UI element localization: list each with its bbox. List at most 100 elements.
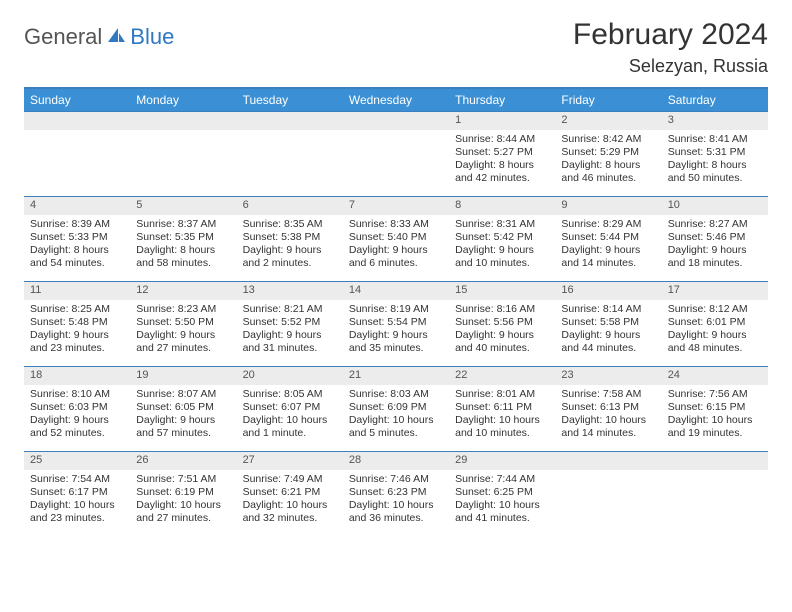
day-number: 9 [555,197,661,215]
dayhead-thu: Thursday [449,89,555,111]
daylight-line-label: Daylight: [243,414,284,426]
sunrise-line-value: 8:33 AM [390,218,429,230]
sunrise-line-value: 8:37 AM [178,218,217,230]
daylight-line: Daylight: 9 hours and 40 minutes. [455,329,549,355]
sunset-line-value: 6:23 PM [387,486,426,498]
sunrise-line-value: 7:46 AM [390,473,429,485]
sunset-line-label: Sunset: [30,401,66,413]
day-cell: 15Sunrise: 8:16 AMSunset: 5:56 PMDayligh… [449,282,555,366]
sunset-line-value: 6:03 PM [69,401,108,413]
daylight-line: Daylight: 9 hours and 52 minutes. [30,414,124,440]
daylight-line-label: Daylight: [349,414,390,426]
day-number-empty [343,112,449,130]
daylight-line: Daylight: 9 hours and 57 minutes. [136,414,230,440]
day-number: 3 [662,112,768,130]
sunset-line: Sunset: 6:09 PM [349,401,443,414]
sunset-line-value: 5:50 PM [175,316,214,328]
daylight-line-label: Daylight: [349,499,390,511]
sunrise-line-label: Sunrise: [561,388,600,400]
sunset-line: Sunset: 6:15 PM [668,401,762,414]
day-cell: 19Sunrise: 8:07 AMSunset: 6:05 PMDayligh… [130,367,236,451]
sunrise-line-label: Sunrise: [243,303,282,315]
day-number: 24 [662,367,768,385]
title-block: February 2024 Selezyan, Russia [573,18,768,77]
sunrise-line-value: 8:05 AM [284,388,323,400]
sunset-line: Sunset: 5:38 PM [243,231,337,244]
daylight-line: Daylight: 9 hours and 14 minutes. [561,244,655,270]
dayhead-sat: Saturday [662,89,768,111]
sunrise-line-value: 8:25 AM [71,303,110,315]
sunrise-line: Sunrise: 8:23 AM [136,303,230,316]
sunset-line-label: Sunset: [136,316,172,328]
sunset-line: Sunset: 5:42 PM [455,231,549,244]
daylight-line-label: Daylight: [349,329,390,341]
week-row: 18Sunrise: 8:10 AMSunset: 6:03 PMDayligh… [24,366,768,451]
sunset-line-value: 5:29 PM [600,146,639,158]
day-body: Sunrise: 8:39 AMSunset: 5:33 PMDaylight:… [24,215,130,277]
sunset-line-label: Sunset: [561,401,597,413]
day-cell: 11Sunrise: 8:25 AMSunset: 5:48 PMDayligh… [24,282,130,366]
sunset-line-value: 5:46 PM [706,231,745,243]
day-number: 7 [343,197,449,215]
sunrise-line: Sunrise: 8:39 AM [30,218,124,231]
day-cell: 3Sunrise: 8:41 AMSunset: 5:31 PMDaylight… [662,112,768,196]
day-body: Sunrise: 8:41 AMSunset: 5:31 PMDaylight:… [662,130,768,192]
daylight-line-label: Daylight: [668,414,709,426]
daylight-line-label: Daylight: [243,499,284,511]
sunset-line: Sunset: 5:44 PM [561,231,655,244]
sunset-line: Sunset: 6:21 PM [243,486,337,499]
day-cell [343,112,449,196]
daylight-line: Daylight: 10 hours and 10 minutes. [455,414,549,440]
sunset-line-value: 6:21 PM [281,486,320,498]
sunrise-line-label: Sunrise: [136,218,175,230]
daylight-line-label: Daylight: [668,329,709,341]
sunrise-line-value: 8:31 AM [497,218,536,230]
daylight-line-label: Daylight: [136,329,177,341]
daylight-line-label: Daylight: [136,414,177,426]
sunrise-line: Sunrise: 8:37 AM [136,218,230,231]
sunrise-line-label: Sunrise: [668,133,707,145]
sunrise-line-label: Sunrise: [668,303,707,315]
day-cell: 28Sunrise: 7:46 AMSunset: 6:23 PMDayligh… [343,452,449,536]
day-body: Sunrise: 8:07 AMSunset: 6:05 PMDaylight:… [130,385,236,447]
day-cell: 29Sunrise: 7:44 AMSunset: 6:25 PMDayligh… [449,452,555,536]
day-cell: 10Sunrise: 8:27 AMSunset: 5:46 PMDayligh… [662,197,768,281]
sunset-line-value: 6:13 PM [600,401,639,413]
day-body: Sunrise: 8:10 AMSunset: 6:03 PMDaylight:… [24,385,130,447]
daylight-line-label: Daylight: [455,414,496,426]
sunset-line-label: Sunset: [349,486,385,498]
sunset-line-label: Sunset: [561,316,597,328]
sunset-line-label: Sunset: [668,316,704,328]
sunset-line-label: Sunset: [136,401,172,413]
day-number: 19 [130,367,236,385]
dayhead-fri: Friday [555,89,661,111]
sunset-line-label: Sunset: [30,231,66,243]
sunset-line-label: Sunset: [30,486,66,498]
day-body: Sunrise: 8:33 AMSunset: 5:40 PMDaylight:… [343,215,449,277]
daylight-line: Daylight: 10 hours and 32 minutes. [243,499,337,525]
day-number: 10 [662,197,768,215]
day-body: Sunrise: 8:03 AMSunset: 6:09 PMDaylight:… [343,385,449,447]
day-cell: 14Sunrise: 8:19 AMSunset: 5:54 PMDayligh… [343,282,449,366]
sunrise-line-label: Sunrise: [349,473,388,485]
sunset-line: Sunset: 5:40 PM [349,231,443,244]
day-number: 23 [555,367,661,385]
day-number: 25 [24,452,130,470]
day-number: 13 [237,282,343,300]
sunrise-line-value: 8:12 AM [709,303,748,315]
sunrise-line-value: 8:14 AM [603,303,642,315]
day-body: Sunrise: 7:54 AMSunset: 6:17 PMDaylight:… [24,470,130,532]
sunrise-line-label: Sunrise: [668,388,707,400]
day-cell: 5Sunrise: 8:37 AMSunset: 5:35 PMDaylight… [130,197,236,281]
day-number: 2 [555,112,661,130]
day-number: 14 [343,282,449,300]
day-number: 20 [237,367,343,385]
brand-logo: General Blue [24,18,174,50]
day-number-empty [555,452,661,470]
sunrise-line: Sunrise: 8:03 AM [349,388,443,401]
sunrise-line: Sunrise: 7:44 AM [455,473,549,486]
day-number-empty [130,112,236,130]
day-cell [24,112,130,196]
day-number: 11 [24,282,130,300]
brand-text-2: Blue [130,24,174,50]
